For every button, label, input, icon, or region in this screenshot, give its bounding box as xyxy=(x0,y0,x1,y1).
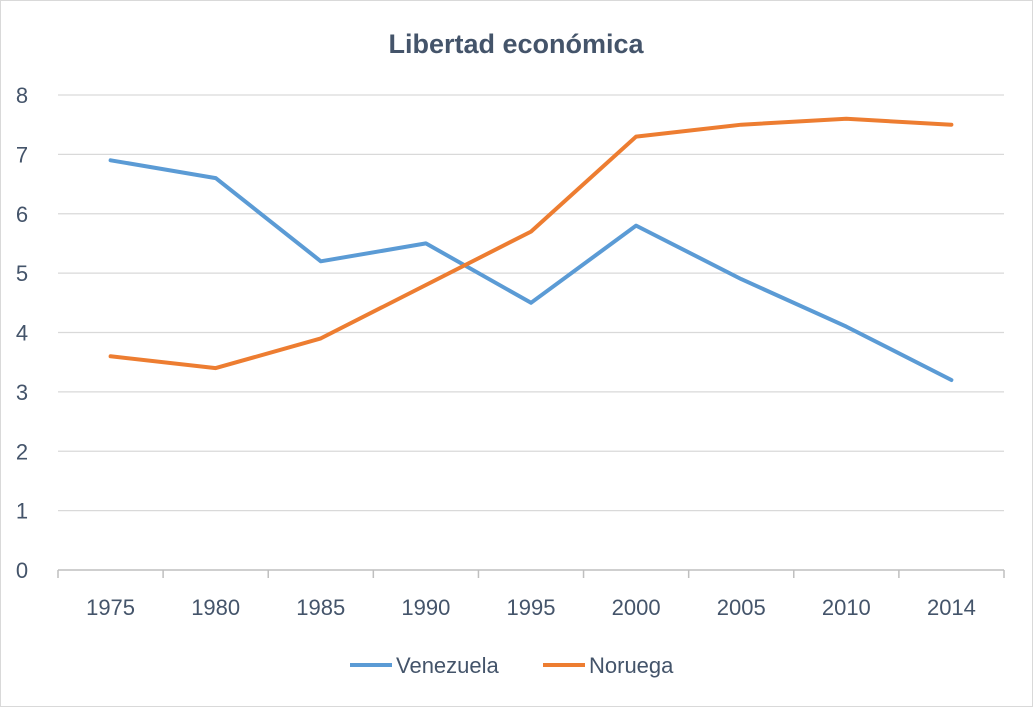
y-tick-label: 8 xyxy=(16,83,28,108)
x-tick-label: 2014 xyxy=(927,595,976,620)
x-tick-label: 1975 xyxy=(86,595,135,620)
x-tick-label: 1980 xyxy=(191,595,240,620)
series-lines xyxy=(108,116,954,382)
chart-title: Libertad económica xyxy=(388,29,644,59)
y-tick-label: 4 xyxy=(16,321,28,346)
series-line-venezuela xyxy=(108,158,954,382)
x-axis-ticks: 1975 1980 1985 1990 1995 2000 2005 2010 2014 xyxy=(86,595,976,620)
y-tick-label: 2 xyxy=(16,439,28,464)
legend: Venezuela Noruega xyxy=(350,653,674,678)
x-tick-label: 1985 xyxy=(296,595,345,620)
y-tick-label: 0 xyxy=(16,558,28,583)
series-line-noruega xyxy=(108,116,954,371)
x-tick-label: 2010 xyxy=(822,595,871,620)
y-axis-ticks: 0 1 2 3 4 5 6 7 8 xyxy=(16,83,28,583)
x-tick-label: 2000 xyxy=(612,595,661,620)
x-tick-label: 1990 xyxy=(401,595,450,620)
x-tick-label: 1995 xyxy=(507,595,556,620)
y-tick-label: 3 xyxy=(16,380,28,405)
y-tick-label: 1 xyxy=(16,499,28,524)
y-tick-label: 5 xyxy=(16,261,28,286)
y-tick-label: 7 xyxy=(16,142,28,167)
legend-label-venezuela: Venezuela xyxy=(396,653,500,678)
x-tick-label: 2005 xyxy=(717,595,766,620)
legend-label-noruega: Noruega xyxy=(589,653,674,678)
y-tick-label: 6 xyxy=(16,202,28,227)
gridlines xyxy=(58,94,1004,512)
x-axis xyxy=(57,569,1005,578)
